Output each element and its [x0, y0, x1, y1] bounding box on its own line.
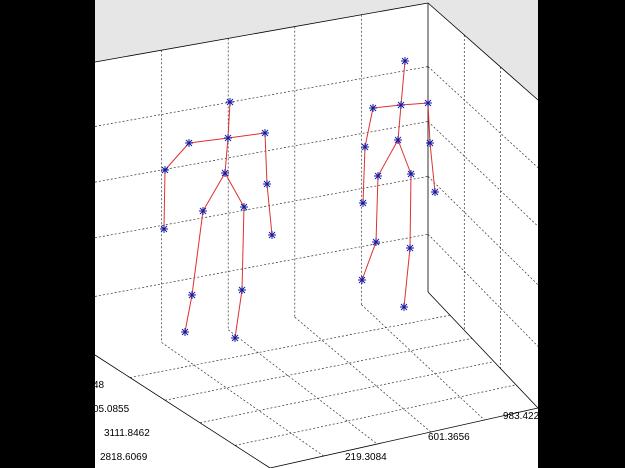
joint-marker [397, 101, 405, 109]
bone [227, 101, 231, 139]
joint-marker [401, 57, 409, 65]
y-tick-label: 48 [93, 380, 105, 391]
bone [362, 146, 366, 204]
bone [188, 137, 229, 144]
axis-edge [269, 407, 539, 468]
joint-marker [261, 129, 269, 137]
bone [227, 132, 266, 139]
grid-line [94, 233, 429, 297]
right-bar [538, 0, 625, 468]
grid [94, 2, 539, 468]
grid-line [94, 176, 429, 239]
bone [191, 210, 204, 296]
grid-line [427, 176, 539, 286]
y-tick-label: 3111.8462 [104, 428, 150, 439]
joint-marker [407, 170, 415, 178]
bone [429, 142, 436, 193]
grid-line [161, 342, 324, 457]
plot-background [95, 0, 538, 468]
joint-marker [221, 169, 229, 177]
bone [264, 132, 268, 185]
joint-marker [263, 180, 271, 188]
joint-marker [161, 166, 169, 174]
joint-marker [160, 225, 168, 233]
grid-line [94, 66, 429, 127]
bone [409, 173, 412, 249]
top-gray-right [428, 0, 538, 100]
bone [202, 172, 226, 212]
skeletons [160, 57, 439, 342]
x-tick-label: 219.3084 [345, 452, 387, 463]
joint-marker [188, 291, 196, 299]
joint-marker [394, 136, 402, 144]
joint-marker [181, 328, 189, 336]
y-tick-label: 2818.6069 [100, 452, 148, 463]
bone [224, 172, 245, 208]
joint-marker [406, 244, 414, 252]
joint-marker [426, 139, 434, 147]
grid-line [427, 121, 539, 227]
joint-marker [361, 143, 369, 151]
bone [364, 107, 374, 148]
bone [397, 139, 412, 175]
joint-marker [226, 98, 234, 106]
bone [234, 289, 243, 339]
bone [372, 104, 402, 109]
bone [403, 247, 411, 308]
grid-line [164, 338, 473, 401]
joint-marker [238, 286, 246, 294]
bone [427, 102, 431, 144]
axis-edge [94, 2, 429, 63]
bone [361, 241, 377, 281]
bone [397, 104, 402, 141]
bone [184, 294, 193, 333]
grid-line [94, 121, 429, 183]
top-gray [95, 0, 428, 62]
axis-edge [94, 354, 271, 468]
joint-marker [374, 172, 382, 180]
joint-marker [400, 303, 408, 311]
joint-marker [224, 134, 232, 142]
joint-marker [199, 207, 207, 215]
bone [377, 139, 399, 177]
bone [400, 60, 406, 106]
left-bar [0, 0, 95, 468]
bone [400, 102, 429, 106]
axis-edge [427, 291, 539, 409]
grid-line [427, 66, 539, 169]
joint-marker [372, 238, 380, 246]
bone [164, 142, 190, 171]
bone [241, 206, 245, 291]
x-tick-label: 983.4229 [503, 411, 545, 422]
y-tick-label: 05.0855 [93, 404, 130, 415]
bone [224, 137, 229, 174]
grid-line [294, 316, 432, 433]
joint-marker [268, 231, 276, 239]
axis-edge [427, 2, 539, 101]
joint-marker [424, 99, 432, 107]
joint-marker [358, 276, 366, 284]
joint-marker [240, 203, 248, 211]
bone [375, 175, 379, 243]
joint-marker [431, 188, 439, 196]
grid-line [227, 329, 378, 445]
joint-marker [369, 104, 377, 112]
joint-marker [359, 199, 367, 207]
joint-marker [231, 334, 239, 342]
grid-line [361, 304, 485, 421]
x-tick-label: 601.3656 [428, 432, 470, 443]
bone [163, 169, 166, 230]
joint-marker [185, 139, 193, 147]
bone [266, 183, 273, 236]
